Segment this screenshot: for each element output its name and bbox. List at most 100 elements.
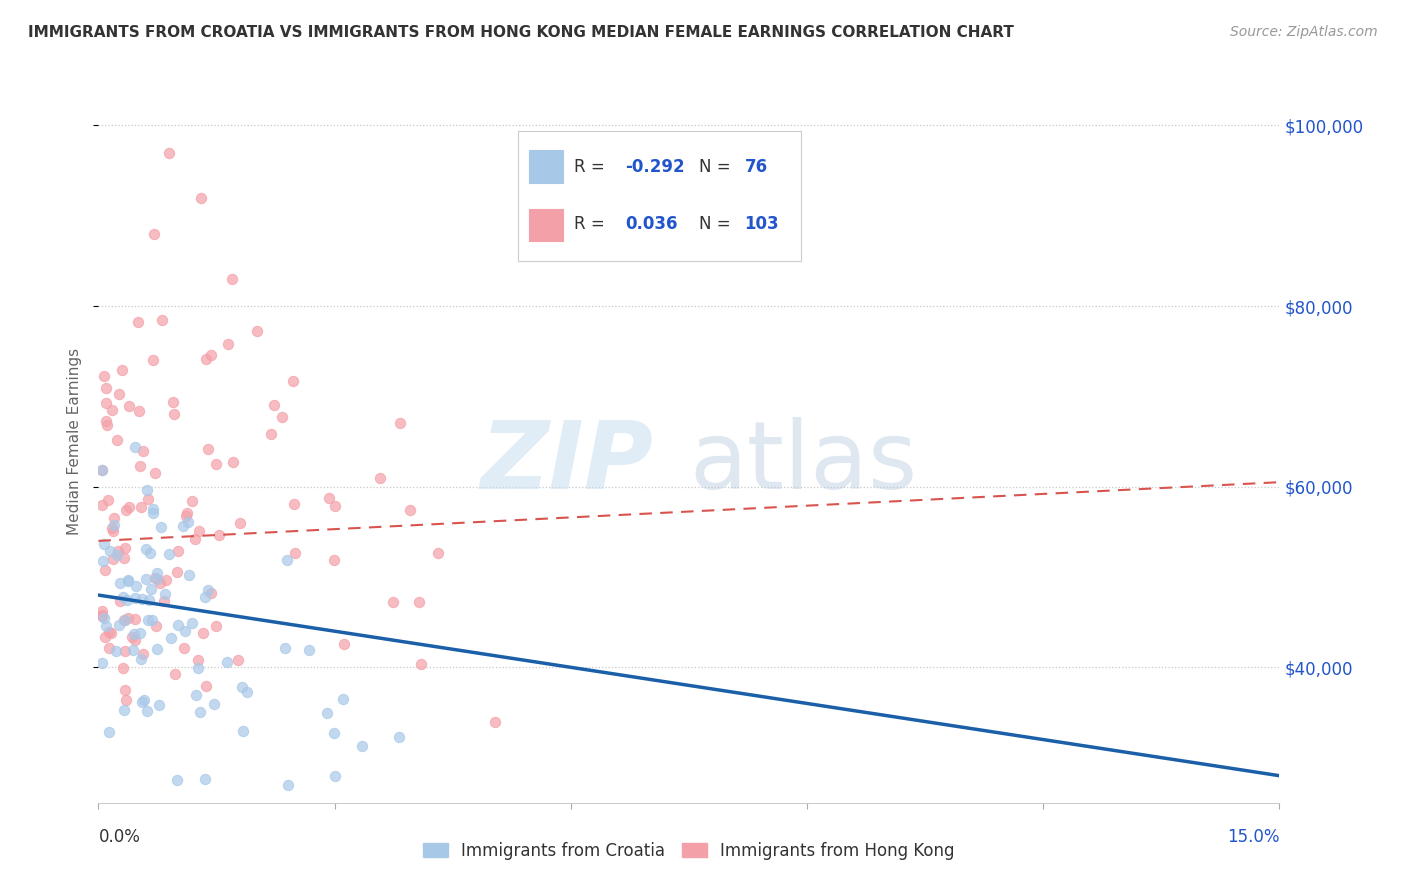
Point [103,511,125,525]
Point [93,368,115,383]
Point [131,444,153,458]
Point [91,604,114,618]
Point [246,324,269,338]
Point [145,619,167,633]
Point [117,573,139,587]
Point [205,619,228,633]
Point [97,493,120,508]
Point [91,609,114,624]
Point [194,590,217,604]
Point [155,574,177,588]
Point [101,403,124,417]
Point [103,552,125,566]
Point [194,772,217,786]
Point [124,612,146,626]
Point [142,227,165,241]
Point [162,408,184,422]
Point [94,563,117,577]
Point [111,661,134,675]
Point [98,725,121,739]
Point [333,637,356,651]
Point [108,576,131,591]
Point [187,653,209,667]
Point [115,693,138,707]
Point [283,497,305,511]
Point [222,455,245,469]
Point [94,619,117,633]
Text: atlas: atlas [689,417,917,509]
Point [368,471,391,485]
Point [131,500,153,515]
Point [114,613,136,627]
Point [159,632,181,646]
Point [177,568,200,582]
Point [274,641,297,656]
Point [352,739,374,753]
Point [131,592,153,607]
Point [108,594,131,608]
Y-axis label: Median Female Earnings: Median Female Earnings [67,348,83,535]
Point [260,426,283,441]
Point [181,616,204,631]
Point [135,572,157,586]
Point [187,661,209,675]
Point [117,574,139,588]
Point [172,519,194,533]
Point [135,483,157,498]
Point [208,527,231,541]
Point [117,611,139,625]
Point [108,386,131,401]
Point [105,549,128,563]
Text: Source: ZipAtlas.com: Source: ZipAtlas.com [1230,25,1378,39]
Point [145,642,167,657]
Point [323,769,346,783]
Point [181,494,204,508]
Point [150,519,173,533]
Point [127,315,149,329]
Point [325,499,347,513]
Point [118,399,141,413]
Point [389,416,412,430]
Point [91,463,114,477]
Point [176,506,198,520]
Point [427,546,450,560]
Point [276,553,298,567]
Point [197,583,219,598]
Point [131,694,153,708]
Point [112,551,135,566]
Point [271,410,294,425]
Point [91,463,114,477]
Point [132,647,155,661]
Point [263,398,285,412]
Point [121,643,143,657]
Point [323,552,346,566]
Point [188,524,211,538]
Point [228,516,250,531]
Point [115,503,138,517]
Point [121,631,143,645]
Point [93,537,115,551]
Point [141,614,163,628]
Point [200,348,222,362]
Point [138,593,160,607]
Point [91,554,114,568]
Point [149,576,172,591]
Point [184,688,207,702]
Point [165,666,187,681]
Point [135,542,157,557]
Point [132,692,155,706]
Point [231,680,253,694]
Point [217,336,239,351]
Point [277,778,299,792]
Point [101,521,124,535]
Point [411,657,433,671]
Point [129,652,152,666]
Point [93,611,115,625]
Point [150,313,173,327]
Point [108,618,131,632]
Point [125,579,148,593]
Point [112,613,135,627]
Point [197,442,219,456]
Point [142,501,165,516]
Text: ZIP: ZIP [481,417,654,509]
